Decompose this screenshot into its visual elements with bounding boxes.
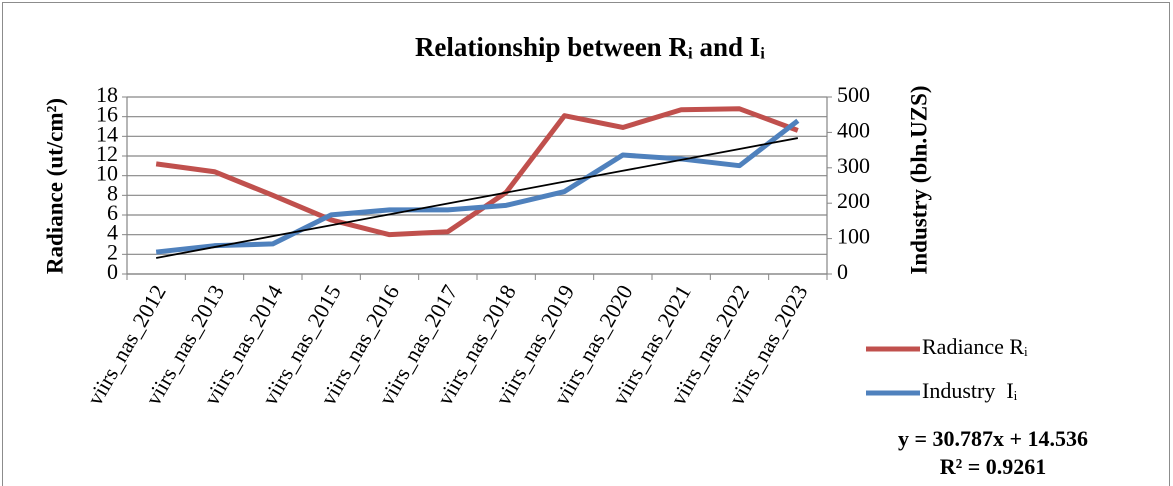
y-tick-label: 18 (96, 82, 118, 107)
y-tick-label: 6 (107, 200, 118, 225)
series-line (155, 118, 800, 255)
y-tick-label: 12 (96, 141, 118, 166)
legend-label: Industry Iᵢ (922, 378, 1018, 403)
y-tick-label: 10 (96, 161, 118, 186)
chart-title: Relationship between Rᵢ and Iᵢ (415, 32, 765, 62)
y2-axis-label: Industry (bln.UZS) (906, 85, 931, 274)
y-axis-label: Radiance (ut/cm²) (42, 98, 67, 274)
y-tick-label: 0 (107, 259, 118, 284)
y2-tick-label: 200 (837, 188, 870, 213)
y-tick-label: 14 (96, 121, 118, 146)
trend-r2: R² = 0.9261 (940, 454, 1047, 479)
legend-label: Radiance Rᵢ (922, 334, 1028, 359)
y-tick-label: 4 (107, 220, 118, 245)
y2-tick-label: 0 (837, 259, 848, 284)
y2-tick-label: 300 (837, 153, 870, 178)
y-tick-label: 16 (96, 102, 118, 127)
y2-tick-label: 500 (837, 82, 870, 107)
trend-equation: y = 30.787x + 14.536 (898, 426, 1088, 451)
y2-tick-label: 100 (837, 224, 870, 249)
y-tick-label: 8 (107, 180, 118, 205)
y2-tick-label: 400 (837, 117, 870, 142)
y-tick-label: 2 (107, 239, 118, 264)
trend-line (156, 137, 798, 259)
series-line (155, 106, 799, 238)
